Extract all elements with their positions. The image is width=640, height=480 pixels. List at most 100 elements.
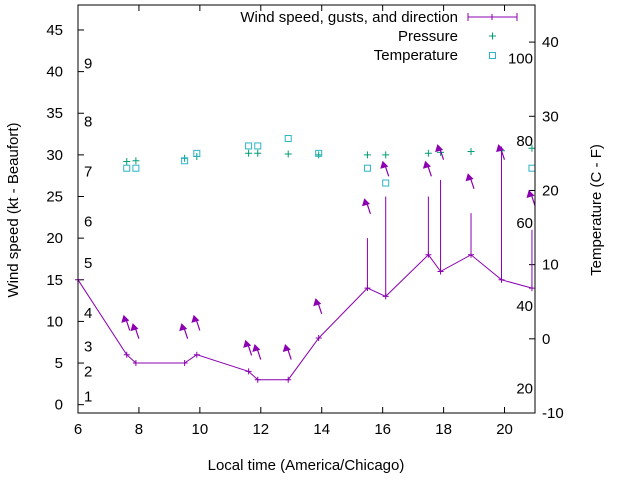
temperature-point [284, 135, 292, 143]
y2-tick-label: 30 [542, 108, 559, 125]
wind-speed-line [77, 254, 533, 381]
y-tick-label: 20 [46, 230, 63, 247]
pressure-point [382, 151, 390, 159]
fahrenheit-label: 80 [516, 133, 533, 150]
beaufort-label: 5 [84, 255, 92, 272]
wind-direction-arrow [435, 144, 445, 160]
beaufort-label: 2 [84, 363, 92, 380]
legend: Wind speed, gusts, and direction Pressur… [240, 9, 518, 64]
x-tick-label: 10 [192, 421, 209, 438]
wind-speed-point [123, 351, 130, 358]
legend-key-pressure [489, 32, 496, 40]
pressure-point [123, 158, 131, 166]
temperature-point [245, 142, 253, 150]
wind-direction-arrow [121, 314, 131, 331]
y2-tick-label: 20 [542, 182, 559, 199]
legend-label-temperature: Temperature [374, 47, 458, 64]
plot-frame [77, 4, 536, 414]
y-tick-label: 0 [55, 397, 63, 414]
wind-direction-arrow [313, 298, 323, 314]
y-axis-label: Wind speed (kt - Beaufort) [5, 122, 22, 297]
wind-direction-arrow [526, 189, 536, 206]
wind-speed-point [364, 285, 371, 292]
wind-speed-point [285, 376, 292, 383]
temperature-point [193, 149, 201, 157]
wind-speed-point [498, 276, 505, 283]
legend-key-wind-mark [489, 14, 495, 20]
fahrenheit-label: 40 [516, 298, 533, 315]
wind-direction-arrow [361, 198, 372, 215]
pressure-point [284, 150, 292, 158]
wind-direction-arrow [243, 339, 253, 356]
wind-speed-point [437, 268, 444, 275]
plot-series [75, 135, 536, 383]
temperature-point [132, 164, 140, 172]
wind-direction-arrow [130, 323, 140, 339]
temperature-point [181, 157, 189, 165]
x-tick-label: 20 [496, 421, 513, 438]
fahrenheit-label: 20 [516, 381, 533, 398]
y-tick-label: 5 [55, 355, 63, 372]
pressure-point [467, 148, 475, 156]
legend-label-wind: Wind speed, gusts, and direction [240, 9, 458, 26]
wind-direction-arrow [191, 314, 201, 331]
y-tick-label: 15 [46, 272, 63, 289]
y2-tick-label: 40 [542, 34, 559, 51]
fahrenheit-label: 100 [508, 50, 533, 67]
pressure-point [132, 157, 140, 165]
pressure-point [245, 149, 253, 157]
y-tick-label: 10 [46, 313, 63, 330]
x-tick-label: 18 [435, 421, 452, 438]
beaufort-label: 9 [84, 55, 92, 72]
beaufort-label: 4 [84, 305, 92, 322]
tick-marks [77, 5, 535, 414]
x-tick-label: 16 [374, 421, 391, 438]
x-tick-label: 12 [252, 421, 269, 438]
temperature-point [254, 142, 262, 150]
wind-speed-point [245, 368, 252, 375]
wind-speed-point [382, 293, 389, 300]
wind-speed-point [528, 285, 535, 292]
wind-speed-point [254, 376, 261, 383]
legend-key-temperature [489, 52, 496, 59]
wind-direction-arrow [465, 173, 475, 190]
beaufort-label: 1 [84, 388, 92, 405]
beaufort-label: 8 [84, 114, 92, 131]
wind-speed-point [132, 360, 139, 367]
temperature-point [123, 164, 131, 172]
wind-direction-arrow [252, 343, 262, 360]
y2-tick-label: -10 [542, 405, 564, 422]
x-tick-label: 6 [74, 421, 82, 438]
legend-label-pressure: Pressure [398, 28, 458, 45]
y2-tick-label: 10 [542, 257, 559, 274]
y-tick-label: 30 [46, 147, 63, 164]
y-tick-label: 25 [46, 189, 63, 206]
wind-direction-arrow [380, 160, 390, 177]
temperature-point [382, 179, 390, 187]
beaufort-label: 7 [84, 164, 92, 181]
pressure-point [315, 151, 323, 159]
wind-speed-point [193, 351, 200, 358]
y2-axis-label: Temperature (C - F) [588, 144, 605, 276]
fahrenheit-label: 60 [516, 215, 533, 232]
wind-direction-arrow [179, 323, 189, 339]
x-tick-label: 14 [313, 421, 330, 438]
y-tick-label: 45 [46, 22, 63, 39]
beaufort-label: 6 [84, 213, 92, 230]
x-tick-label: 8 [135, 421, 143, 438]
tick-labels: 6 8 10 12 14 16 18 20051015202530354045-1001020… [46, 22, 563, 438]
y2-tick-label: 0 [542, 331, 550, 348]
wind-direction-arrow [422, 160, 432, 177]
pressure-point [528, 144, 536, 152]
pressure-point [254, 149, 262, 157]
wind-speed-point [315, 335, 322, 342]
x-axis-label: Local time (America/Chicago) [208, 457, 405, 474]
temperature-point [363, 164, 371, 172]
y-tick-label: 35 [46, 105, 63, 122]
temperature-point [528, 164, 536, 172]
wind-direction-arrow [282, 343, 292, 360]
wind-direction-arrow [496, 144, 506, 160]
beaufort-label: 3 [84, 338, 92, 355]
y-tick-label: 40 [46, 64, 63, 81]
